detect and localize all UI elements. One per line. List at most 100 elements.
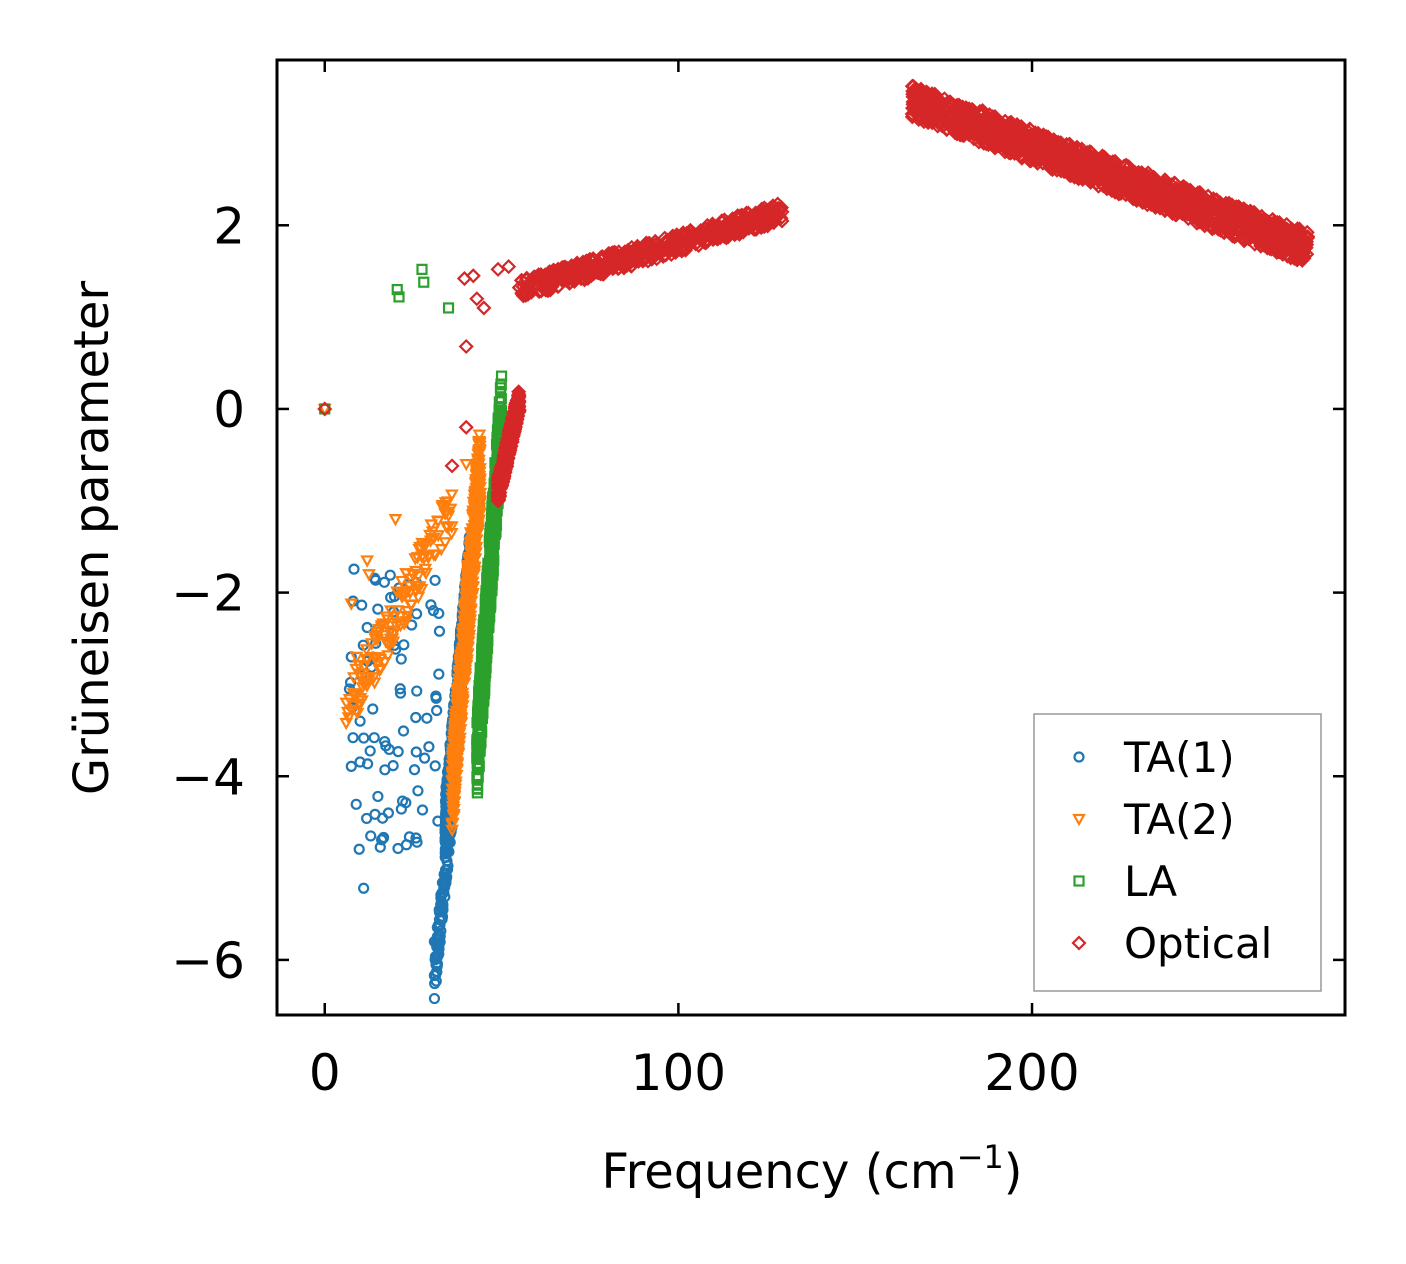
data-point bbox=[448, 711, 463, 725]
data-point bbox=[469, 522, 483, 535]
x-axis-title-suffix: ) bbox=[1004, 1144, 1023, 1200]
data-point bbox=[425, 526, 440, 539]
data-point bbox=[451, 727, 466, 740]
data-point bbox=[411, 836, 423, 848]
legend-label: Optical bbox=[1124, 919, 1272, 968]
data-point bbox=[429, 760, 441, 772]
data-point bbox=[423, 741, 435, 753]
data-point bbox=[394, 683, 406, 695]
data-point bbox=[384, 625, 399, 638]
data-point bbox=[438, 537, 453, 550]
data-point bbox=[443, 503, 458, 517]
data-point bbox=[354, 756, 366, 768]
data-point bbox=[416, 804, 429, 816]
data-point bbox=[356, 599, 368, 611]
data-point bbox=[415, 537, 430, 551]
data-point bbox=[467, 539, 482, 552]
data-point bbox=[411, 685, 423, 697]
data-point bbox=[353, 692, 368, 706]
data-point bbox=[395, 653, 407, 665]
data-point bbox=[436, 887, 448, 899]
data-point bbox=[414, 551, 429, 564]
data-point bbox=[397, 725, 410, 737]
data-point bbox=[350, 707, 365, 721]
data-point bbox=[410, 581, 425, 594]
data-point bbox=[340, 706, 355, 720]
data-point bbox=[349, 651, 364, 665]
data-point bbox=[446, 809, 461, 823]
x-tick-label: 200 bbox=[984, 1044, 1079, 1102]
data-point bbox=[448, 773, 462, 786]
data-point bbox=[361, 758, 374, 770]
data-point bbox=[424, 519, 439, 532]
data-point bbox=[372, 790, 384, 803]
data-point bbox=[412, 785, 424, 797]
data-point bbox=[372, 603, 384, 615]
data-point bbox=[382, 807, 394, 819]
data-point bbox=[345, 760, 357, 772]
data-point bbox=[431, 515, 446, 528]
data-point bbox=[429, 574, 441, 586]
data-point bbox=[458, 643, 473, 656]
data-point bbox=[378, 576, 390, 588]
data-point bbox=[418, 752, 431, 764]
data-point bbox=[419, 567, 433, 581]
data-point bbox=[367, 677, 382, 690]
data-point bbox=[370, 634, 385, 647]
data-point bbox=[444, 489, 459, 502]
data-point bbox=[441, 522, 455, 535]
data-point bbox=[387, 611, 401, 624]
data-point bbox=[459, 458, 474, 472]
data-point bbox=[444, 521, 459, 534]
data-point bbox=[451, 747, 465, 760]
data-point bbox=[472, 471, 486, 484]
data-point bbox=[472, 483, 487, 496]
data-point bbox=[459, 597, 474, 610]
data-point bbox=[355, 682, 370, 695]
data-point bbox=[411, 591, 426, 605]
data-point bbox=[390, 605, 405, 618]
y-tick-label: −2 bbox=[171, 565, 245, 623]
x-tick-label: 0 bbox=[309, 1044, 341, 1102]
data-point bbox=[430, 690, 442, 702]
data-point bbox=[367, 703, 379, 715]
data-point bbox=[399, 568, 413, 581]
data-point bbox=[428, 935, 440, 948]
series-ta-2- bbox=[317, 403, 488, 838]
data-point bbox=[365, 830, 377, 842]
data-point bbox=[440, 873, 452, 885]
data-point bbox=[465, 577, 479, 591]
data-point bbox=[394, 575, 409, 589]
data-point bbox=[393, 619, 408, 633]
data-point bbox=[353, 698, 368, 711]
data-point bbox=[454, 652, 469, 665]
data-point bbox=[453, 688, 468, 701]
data-point bbox=[339, 697, 354, 710]
data-point bbox=[368, 732, 380, 744]
data-point bbox=[384, 569, 396, 581]
data-point bbox=[376, 834, 388, 846]
data-point bbox=[462, 560, 476, 573]
data-point bbox=[388, 514, 403, 527]
data-point bbox=[459, 588, 474, 601]
data-point bbox=[399, 610, 414, 624]
data-point bbox=[444, 528, 459, 541]
data-point bbox=[379, 764, 391, 776]
data-point bbox=[360, 555, 375, 568]
data-point bbox=[358, 882, 370, 894]
data-point bbox=[372, 664, 387, 678]
data-point bbox=[436, 904, 448, 916]
data-point bbox=[410, 711, 422, 724]
data-points bbox=[317, 78, 1316, 1005]
data-point bbox=[433, 607, 445, 620]
data-point bbox=[347, 690, 362, 703]
data-point bbox=[400, 839, 413, 851]
y-tick-label: 2 bbox=[213, 197, 245, 255]
data-point bbox=[405, 568, 420, 582]
data-point bbox=[408, 764, 421, 776]
data-point bbox=[432, 815, 444, 827]
data-point bbox=[434, 914, 447, 926]
data-point bbox=[472, 429, 487, 442]
data-point bbox=[472, 436, 486, 450]
